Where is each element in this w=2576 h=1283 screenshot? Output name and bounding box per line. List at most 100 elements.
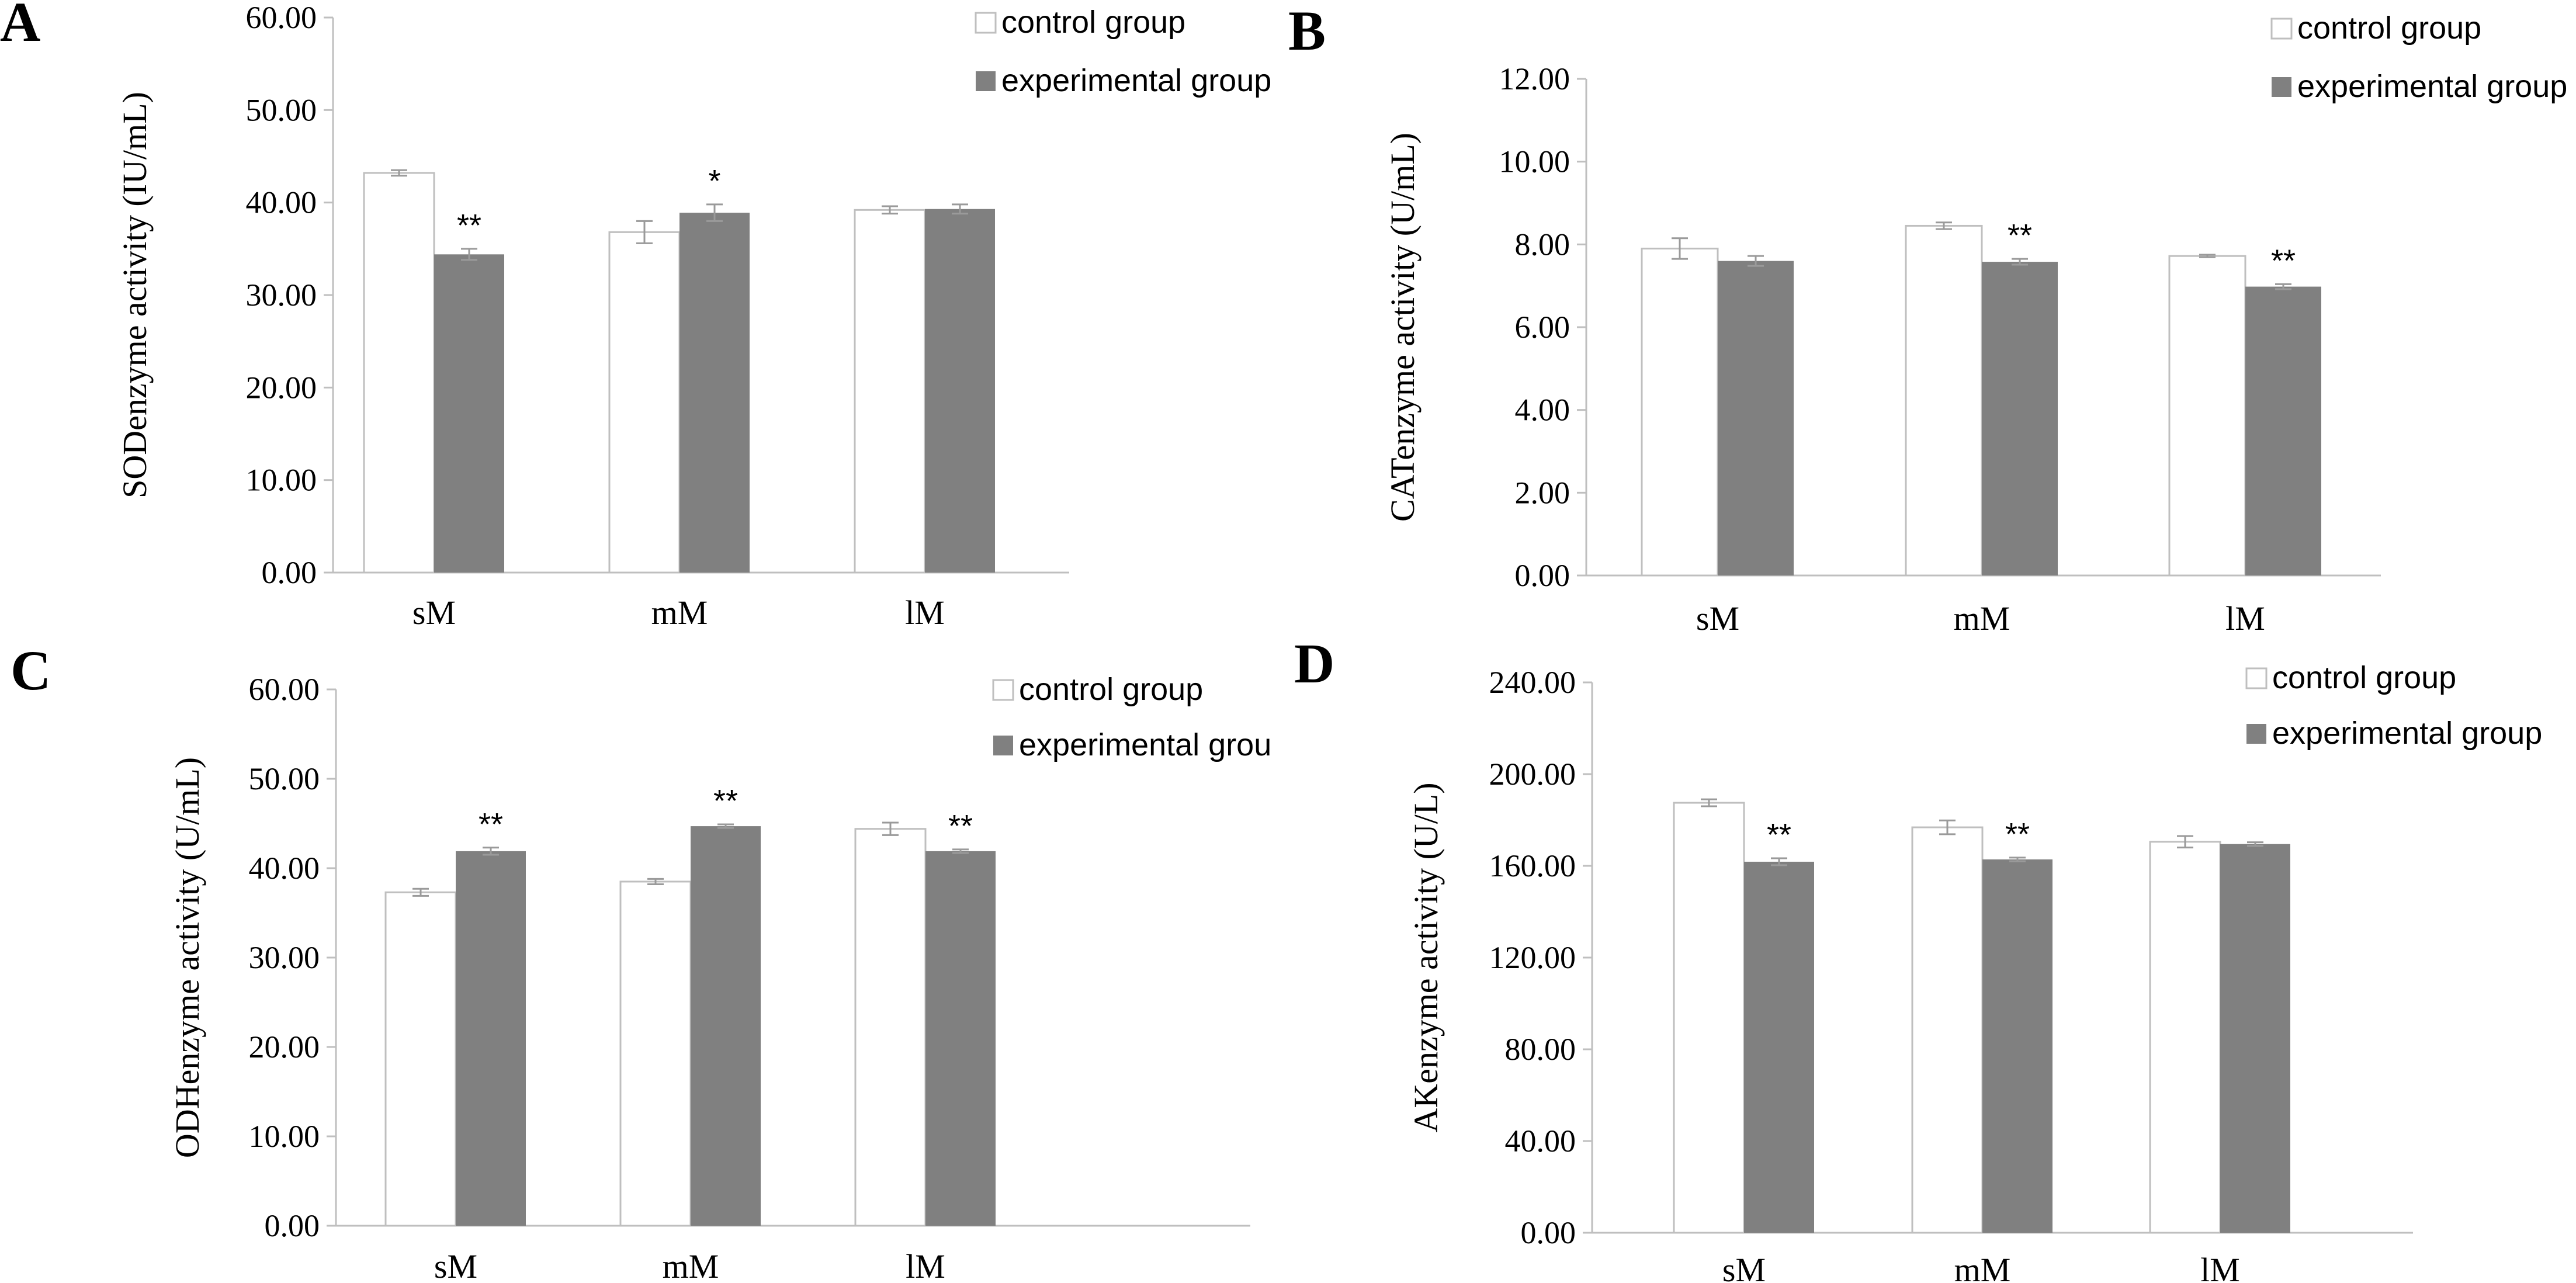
panel-b-legend-label-control: control group: [2297, 11, 2481, 46]
panel-a-y-tick-label: 50.00: [246, 92, 317, 127]
panel-a-y-tick-label: 40.00: [246, 185, 317, 220]
panel-a-legend-swatch-control: [975, 12, 997, 34]
panel-d-bar-experimental-sM: [1744, 861, 1814, 1233]
panel-d-x-tick-label: lM: [2200, 1251, 2240, 1283]
panel-d-significance-mM: **: [2005, 817, 2030, 852]
panel-b-x-tick-label: sM: [1696, 599, 1739, 637]
panel-c-bar-control-sM: [384, 891, 457, 1227]
panel-d-bar-experimental-lM: [2220, 844, 2290, 1233]
panel-a-y-tick-label: 30.00: [246, 278, 317, 313]
panel-d-bar-control-lM: [2149, 841, 2221, 1234]
panel-b-bar-control-sM: [1641, 247, 1719, 577]
panel-a-legend-label-experimental: experimental group: [1001, 63, 1271, 98]
panel-b-bar-experimental-lM: [2245, 286, 2321, 575]
panel-d-y-tick-label: 40.00: [1505, 1124, 1576, 1159]
panel-a-error-bar-control-lM: [882, 205, 898, 215]
panel-a-legend-label-control: control group: [1001, 5, 1185, 40]
panel-b-x-tick-label: mM: [1954, 599, 2010, 637]
panel-d-y-tick-label: 0.00: [1521, 1215, 1576, 1250]
panel-c-error-bar-experimental-lM: [952, 848, 969, 854]
panel-c-bar-experimental-lM: [925, 851, 996, 1226]
panel-a-error-bar-experimental-mM: [706, 203, 723, 222]
panel-d-legend-label-control: control group: [2272, 660, 2456, 695]
panel-b-error-bar-control-sM: [1672, 237, 1688, 260]
panel-b-legend-label-experimental: experimental group: [2297, 69, 2567, 104]
panel-c-significance-lM: **: [948, 809, 973, 844]
panel-d-y-tick-label: 240.00: [1489, 665, 1576, 700]
panel-a-bar-control-mM: [608, 231, 681, 574]
panel-d-error-bar-experimental-mM: [2009, 857, 2026, 862]
panel-a-x-tick-label: sM: [412, 594, 456, 632]
panel-a-error-bar-experimental-sM: [461, 248, 477, 261]
panel-d-x-tick-label: sM: [1722, 1251, 1766, 1283]
panel-c-letter: C: [11, 639, 51, 702]
panel-b-letter: B: [1288, 0, 1326, 62]
panel-c-significance-mM: **: [713, 783, 738, 819]
panel-c-legend-swatch-control: [992, 679, 1014, 701]
panel-b-error-bar-control-mM: [1936, 221, 1952, 230]
panel-b: B 0.00 2.00 4.00 6.00 8.00 10.00 12.00 CATenzyme…: [1288, 0, 2567, 637]
panel-d-legend-label-experimental: experimental group: [2272, 716, 2542, 751]
panel-c-bar-experimental-mM: [691, 826, 761, 1226]
panel-d-y-tick-label: 200.00: [1489, 757, 1576, 792]
panel-b-y-tick-label: 4.00: [1515, 393, 1570, 428]
panel-a-y-tick-label: 20.00: [246, 370, 317, 405]
panel-c-x-tick-label: mM: [663, 1247, 719, 1283]
panel-c-y-tick-label: 0.00: [265, 1208, 320, 1243]
panel-d-x-tick-label: mM: [1954, 1251, 2011, 1283]
panel-b-legend-swatch-experimental: [2272, 77, 2291, 97]
panel-c-error-bar-control-mM: [647, 878, 664, 886]
panel-b-bar-control-lM: [2168, 255, 2246, 577]
panel-d-error-bar-experimental-sM: [1771, 857, 1787, 866]
panel-c-x-tick-label: sM: [434, 1247, 477, 1283]
panel-c-bar-experimental-sM: [456, 851, 526, 1226]
panel-a-bar-experimental-mM: [679, 213, 750, 573]
panel-b-significance-mM: **: [2008, 218, 2032, 253]
panel-b-y-title: CATenzyme activity (U/mL): [1384, 133, 1422, 522]
panel-a-significance-mM: *: [708, 164, 720, 199]
panel-b-bar-experimental-sM: [1718, 261, 1794, 576]
panel-d-error-bar-control-mM: [1939, 819, 1956, 835]
panel-b-error-bar-experimental-sM: [1748, 255, 1764, 267]
panel-a-bar-experimental-lM: [925, 209, 995, 573]
panel-c: C 0.00 10.00 20.00 30.00 40.00 50.00 60.00 ODHen…: [11, 639, 1271, 1283]
panel-c-legend-label-experimental: experimental grou: [1019, 727, 1271, 762]
panel-b-y-tick-label: 10.00: [1499, 144, 1570, 179]
panel-a-y-tick-label: 0.00: [262, 555, 317, 590]
panel-c-legend-swatch-experimental: [993, 736, 1013, 755]
panel-d-y-tick-label: 160.00: [1489, 848, 1576, 883]
panel-a: A 0.00 10.00 20.00 30.00 40.00 50.00 60.00 SODen…: [0, 0, 1271, 632]
panel-c-y-tick-label: 50.00: [249, 761, 320, 796]
panel-d: D 0.00 40.00 80.00 120.00 160.00 200.00 240.00 A…: [1294, 632, 2542, 1283]
panel-b-bar-control-mM: [1905, 224, 1983, 577]
panel-a-bar-experimental-sM: [434, 254, 504, 573]
panel-a-error-bar-experimental-lM: [952, 203, 968, 215]
panel-a-x-tick-label: mM: [651, 594, 708, 632]
panel-a-significance-sM: **: [457, 208, 481, 243]
panel-d-bar-control-mM: [1911, 826, 1984, 1234]
panel-b-x-tick-label: lM: [2225, 599, 2265, 637]
panel-a-y-tick-label: 10.00: [246, 463, 317, 498]
panel-b-bar-experimental-mM: [1982, 262, 2058, 575]
panel-b-y-tick-label: 2.00: [1515, 475, 1570, 510]
panel-c-bar-control-lM: [854, 828, 927, 1227]
panel-d-y-tick-label: 120.00: [1489, 940, 1576, 975]
panel-a-bar-control-lM: [854, 209, 926, 574]
panel-a-y-tick-label: 60.00: [246, 0, 317, 35]
panel-c-legend-label-control: control group: [1019, 672, 1203, 707]
panel-b-error-bar-experimental-mM: [2012, 258, 2028, 266]
panel-c-bar-control-mM: [619, 880, 692, 1227]
panel-c-error-bar-experimental-sM: [483, 847, 499, 856]
panel-b-error-bar-experimental-lM: [2275, 283, 2291, 290]
panel-d-significance-sM: **: [1767, 817, 1791, 852]
panel-a-error-bar-control-mM: [636, 220, 653, 244]
panel-d-y-tick-label: 80.00: [1505, 1032, 1576, 1067]
panel-c-y-tick-label: 30.00: [249, 940, 320, 975]
panel-a-legend-swatch-experimental: [976, 71, 996, 91]
panel-d-error-bar-control-sM: [1701, 798, 1717, 807]
panel-c-y-tick-label: 60.00: [249, 672, 320, 707]
panel-b-y-tick-label: 0.00: [1515, 558, 1570, 593]
panel-b-significance-lM: **: [2271, 243, 2296, 278]
panel-a-letter: A: [0, 0, 40, 53]
panel-c-y-tick-label: 10.00: [249, 1119, 320, 1154]
